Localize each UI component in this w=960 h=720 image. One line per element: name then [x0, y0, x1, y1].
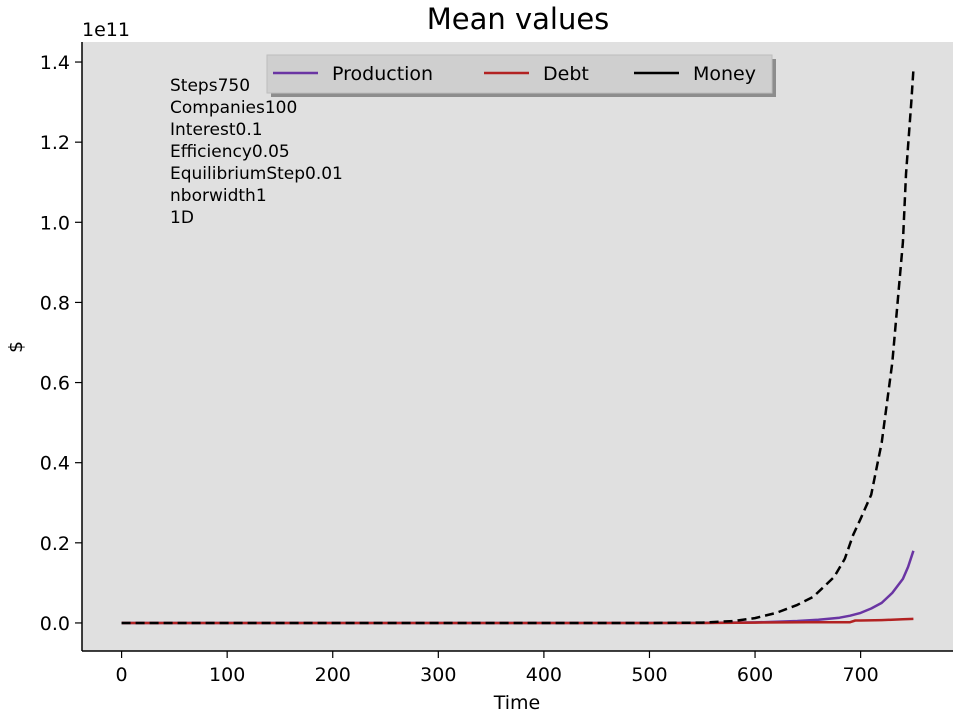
chart-title: Mean values [427, 2, 610, 36]
legend: Production Debt Money [266, 54, 776, 97]
y-axis-offset-label: 1e11 [82, 19, 130, 41]
x-tick-label: 400 [526, 664, 562, 686]
x-tick-label: 300 [420, 664, 456, 686]
y-tick-label: 0.2 [40, 533, 70, 555]
annotation-line: Companies100 [170, 98, 297, 118]
x-tick-label: 0 [116, 664, 128, 686]
x-tick-label: 200 [315, 664, 351, 686]
series-line-money [121, 69, 915, 625]
y-tick-label: 0.8 [40, 292, 70, 314]
x-tick-label: 700 [842, 664, 878, 686]
annotation-line: Efficiency0.05 [170, 142, 290, 162]
y-tick-label: 0.4 [40, 453, 70, 475]
legend-label-debt: Debt [543, 63, 589, 85]
y-tick-label: 0.6 [40, 373, 70, 395]
annotation-line: EquilibriumStep0.01 [170, 164, 343, 184]
annotation-line: nborwidth1 [170, 186, 267, 206]
annotation-line: Steps750 [170, 76, 250, 96]
parameter-annotations: Steps750Companies100Interest0.1Efficienc… [170, 76, 343, 228]
annotation-line: Interest0.1 [170, 120, 263, 140]
y-tick-label: 1.4 [40, 52, 70, 74]
plot-background [82, 42, 953, 651]
y-axis-label: $ [5, 341, 27, 353]
x-axis-label: Time [493, 692, 541, 714]
annotation-line: 1D [170, 208, 194, 228]
x-tick-label: 600 [737, 664, 773, 686]
ticks-layer: 0 100 200 300 400 500 600 700 0.0 0.2 0.4 0.6 0.8 1.0… [40, 52, 879, 686]
series-layer [121, 69, 915, 625]
legend-label-production: Production [332, 63, 433, 85]
y-tick-label: 1.2 [40, 132, 70, 154]
legend-label-money: Money [693, 63, 756, 85]
x-tick-label: 100 [209, 664, 245, 686]
y-tick-label: 1.0 [40, 212, 70, 234]
x-tick-label: 500 [631, 664, 667, 686]
y-tick-label: 0.0 [40, 613, 70, 635]
